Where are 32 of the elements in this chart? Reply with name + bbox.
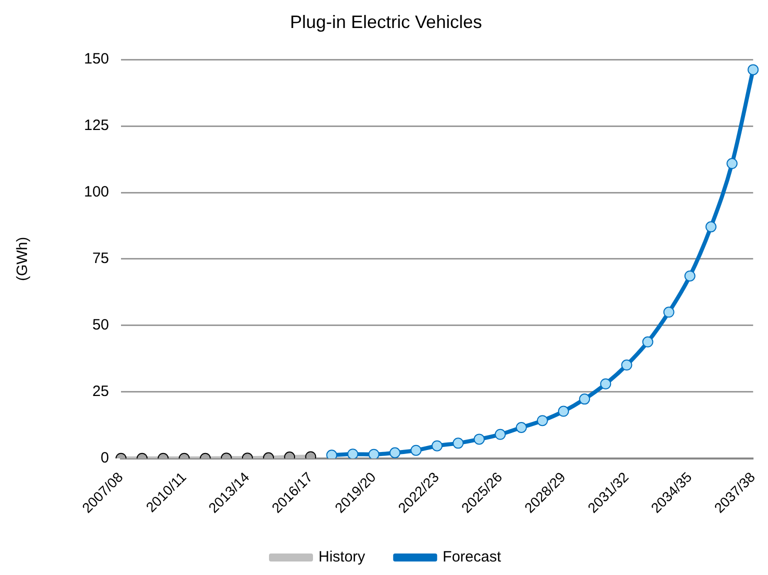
point	[452, 438, 464, 449]
point	[705, 221, 716, 232]
point	[748, 64, 759, 76]
point	[579, 394, 590, 405]
point	[432, 440, 443, 452]
point	[326, 450, 338, 458]
point	[621, 360, 632, 371]
point	[516, 422, 527, 433]
y-tick-label: 0	[100, 449, 110, 466]
point	[389, 447, 400, 458]
point	[536, 415, 548, 426]
y-tick-label: 150	[84, 50, 110, 68]
point	[494, 428, 506, 440]
y-tick-label: 25	[92, 383, 110, 400]
legend-label: Forecast	[442, 548, 502, 566]
point	[600, 378, 612, 390]
y-tick-label: 75	[92, 250, 110, 268]
point	[642, 336, 654, 348]
point	[347, 448, 358, 458]
chart-title: Plug-in Electric Vehicles	[290, 12, 482, 32]
point	[684, 270, 696, 282]
point	[726, 158, 738, 170]
point	[368, 448, 380, 458]
y-tick-label: 50	[92, 316, 110, 334]
point	[410, 444, 422, 456]
point	[663, 306, 674, 318]
point	[558, 406, 569, 417]
y-tick-label: 100	[84, 184, 110, 201]
y-tick-label: 125	[84, 117, 110, 134]
legend-label: History	[318, 548, 366, 566]
point	[474, 434, 485, 445]
y-axis-title: (GWh)	[14, 236, 32, 282]
